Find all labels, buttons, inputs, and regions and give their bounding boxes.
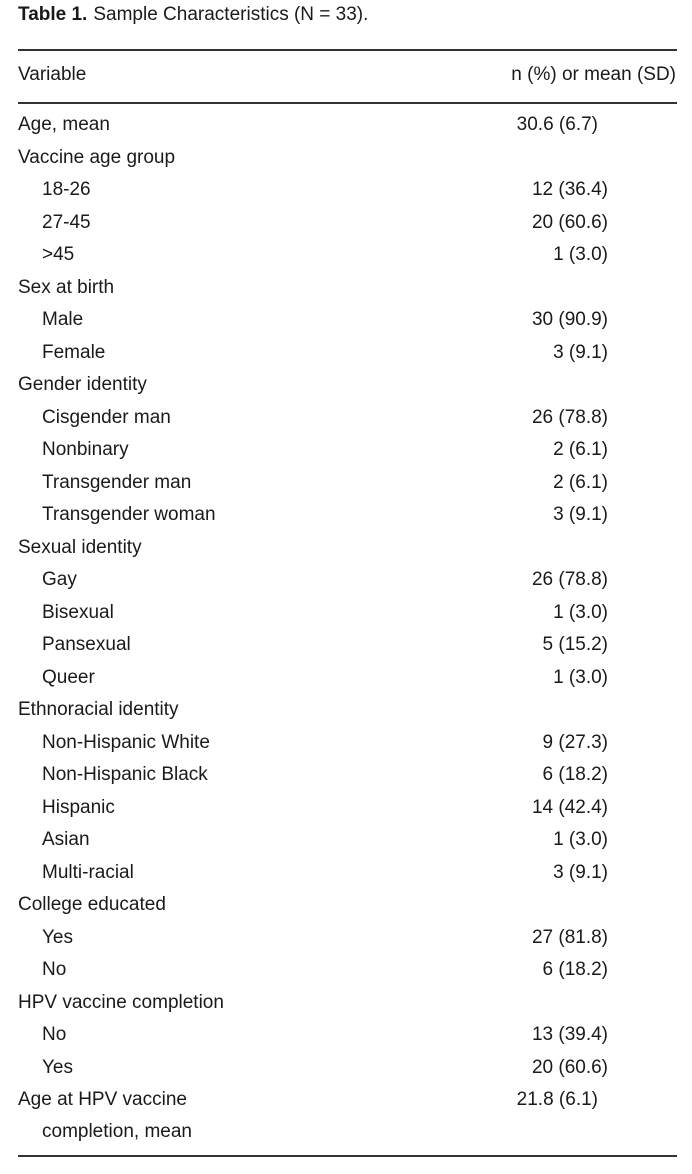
table-row: No 6 (18.2) xyxy=(0,955,692,987)
row-value: 3 (9.1) xyxy=(553,861,608,883)
row-value: 26 (78.8) xyxy=(531,406,608,428)
table-row-group: Sex at birth xyxy=(0,273,692,305)
table-row-group: Age at HPV vaccine completion, mean 21.8 (… xyxy=(0,1085,692,1142)
row-label: Female xyxy=(42,341,106,363)
row-label: Bisexual xyxy=(42,601,114,623)
table-row: Hispanic 14 (42.4) xyxy=(0,793,692,825)
row-label: Queer xyxy=(42,666,95,688)
row-label: Gay xyxy=(42,569,77,590)
table-row: Asian 1 (3.0) xyxy=(0,825,692,857)
row-label: Yes xyxy=(42,926,73,948)
row-value: 1 (3.0) xyxy=(553,601,608,623)
row-value: 5 (15.2) xyxy=(542,634,608,655)
row-label: 27-45 xyxy=(42,211,91,233)
table-row: Transgender woman 3 (9.1) xyxy=(0,500,692,532)
row-label: HPV vaccine completion xyxy=(18,991,224,1013)
table-row: Male 30 (90.9) xyxy=(0,305,692,337)
row-value: 1 (3.0) xyxy=(553,244,608,265)
top-rule xyxy=(18,49,677,51)
row-label: Multi-racial xyxy=(42,861,134,883)
table-row: Queer 1 (3.0) xyxy=(0,663,692,695)
row-label-continued: completion, mean xyxy=(42,1121,192,1142)
table-row: Transgender man 2 (6.1) xyxy=(0,468,692,500)
table-row: Nonbinary 2 (6.1) xyxy=(0,435,692,467)
row-label: Transgender woman xyxy=(42,504,216,525)
row-label: Vaccine age group xyxy=(18,146,176,168)
row-label: Male xyxy=(42,309,84,330)
row-label: No xyxy=(42,1024,67,1045)
row-label: >45 xyxy=(42,244,75,265)
row-value: 21.8 (6.1) xyxy=(516,1089,598,1110)
table-row-group: Ethnoracial identity xyxy=(0,695,692,727)
header-variable: Variable xyxy=(18,64,87,85)
row-value: 30 (90.9) xyxy=(531,309,608,330)
row-label: Age, mean xyxy=(18,114,110,135)
row-value: 14 (42.4) xyxy=(531,796,608,818)
table-row: No 13 (39.4) xyxy=(0,1020,692,1052)
row-label: Sexual identity xyxy=(18,536,142,558)
row-value: 30.6 (6.7) xyxy=(516,114,598,135)
row-label: Yes xyxy=(42,1056,73,1078)
row-value: 2 (6.1) xyxy=(553,471,608,493)
table-row: Multi-racial 3 (9.1) xyxy=(0,858,692,890)
row-value: 20 (60.6) xyxy=(531,1056,608,1078)
row-value: 1 (3.0) xyxy=(553,666,608,688)
table-row-group: HPV vaccine completion xyxy=(0,988,692,1020)
table-row-group: Gender identity xyxy=(0,370,692,402)
table-row: 18-26 12 (36.4) xyxy=(0,175,692,207)
row-label: Ethnoracial identity xyxy=(18,699,179,720)
row-label: Gender identity xyxy=(18,374,147,395)
row-value: 6 (18.2) xyxy=(542,764,608,785)
row-value: 2 (6.1) xyxy=(553,439,608,460)
row-value: 26 (78.8) xyxy=(531,569,608,590)
header-rule xyxy=(18,102,677,104)
row-label: Asian xyxy=(42,829,90,850)
row-value: 13 (39.4) xyxy=(531,1024,608,1045)
row-label: Transgender man xyxy=(42,471,192,493)
row-label: Sex at birth xyxy=(18,276,115,298)
row-label: Non-Hispanic Black xyxy=(42,764,208,785)
row-value: 12 (36.4) xyxy=(531,179,608,200)
row-label: Pansexual xyxy=(42,634,131,655)
table-row: Non-Hispanic Black 6 (18.2) xyxy=(0,760,692,792)
table-row-group: Vaccine age group xyxy=(0,143,692,175)
row-label: Non-Hispanic White xyxy=(42,731,210,753)
row-value: 9 (27.3) xyxy=(542,731,608,753)
row-label: No xyxy=(42,959,67,980)
row-label: Nonbinary xyxy=(42,439,129,460)
table-row: Cisgender man 26 (78.8) xyxy=(0,403,692,435)
header-value: n (%) or mean (SD) xyxy=(511,64,676,85)
table-number: Table 1. xyxy=(18,4,88,25)
row-label: Age at HPV vaccine xyxy=(18,1089,187,1110)
row-label: Hispanic xyxy=(42,796,115,818)
table-row: Non-Hispanic White 9 (27.3) xyxy=(0,728,692,760)
row-value: 6 (18.2) xyxy=(542,959,608,980)
row-value: 20 (60.6) xyxy=(531,211,608,233)
table-title: Sample Characteristics (N = 33). xyxy=(93,4,369,25)
table-row: Gay 26 (78.8) xyxy=(0,565,692,597)
row-value: 3 (9.1) xyxy=(553,504,608,525)
row-value: 3 (9.1) xyxy=(553,341,608,363)
table-row-group: Age, mean 30.6 (6.7) xyxy=(0,110,692,142)
row-value: 27 (81.8) xyxy=(531,926,608,948)
table-row: Yes 20 (60.6) xyxy=(0,1053,692,1085)
row-label: Cisgender man xyxy=(42,406,171,428)
table-row: Pansexual 5 (15.2) xyxy=(0,630,692,662)
row-label: College educated xyxy=(18,894,166,915)
table-row: >45 1 (3.0) xyxy=(0,240,692,272)
table-caption: Table 1. Sample Characteristics (N = 33). xyxy=(18,4,368,26)
table-row-group: Sexual identity xyxy=(0,533,692,565)
row-label: 18-26 xyxy=(42,179,91,200)
table-row: Yes 27 (81.8) xyxy=(0,923,692,955)
bottom-rule xyxy=(18,1155,677,1157)
table-row: 27-45 20 (60.6) xyxy=(0,208,692,240)
row-value: 1 (3.0) xyxy=(553,829,608,850)
table-row: Bisexual 1 (3.0) xyxy=(0,598,692,630)
table-row-group: College educated xyxy=(0,890,692,922)
table-row: Female 3 (9.1) xyxy=(0,338,692,370)
